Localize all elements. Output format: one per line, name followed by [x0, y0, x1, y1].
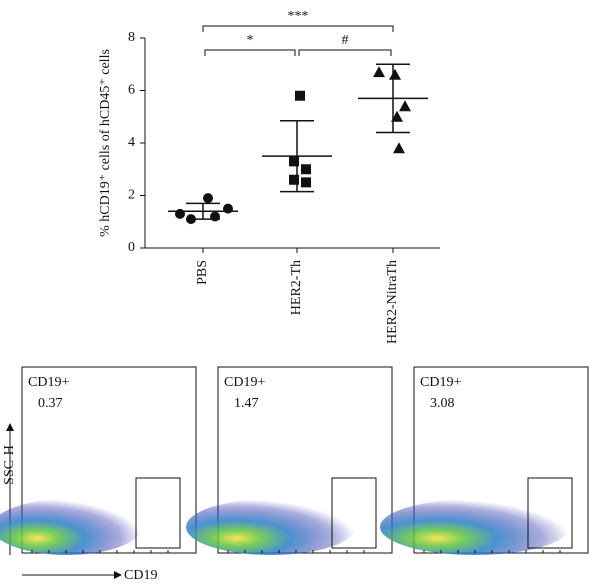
- dot: [393, 142, 405, 154]
- gate: [331, 477, 377, 549]
- dot: [223, 203, 233, 214]
- y-tick-label: 0: [128, 240, 135, 255]
- significance-label: *: [247, 33, 254, 48]
- dot: [289, 156, 299, 167]
- gate-label: CD19+: [224, 375, 265, 390]
- gate: [135, 477, 181, 549]
- density-cloud: [0, 499, 142, 555]
- dot: [389, 68, 401, 80]
- gate-label: CD19+: [28, 375, 69, 390]
- dot: [373, 66, 385, 78]
- dot: [203, 193, 213, 204]
- flow-x-label: CD19: [124, 568, 157, 583]
- y-axis-label: % hCD19⁺ cells of hCD45⁺ cells: [98, 49, 113, 237]
- gate: [527, 477, 573, 549]
- significance-label: ***: [288, 9, 309, 24]
- density-cloud: [186, 499, 356, 555]
- dot: [175, 208, 185, 219]
- significance-bracket: [202, 25, 394, 32]
- x-tick-label: HER2-Th: [289, 260, 304, 315]
- dot: [301, 177, 311, 188]
- significance-bracket: [298, 49, 392, 56]
- gate-value: 0.37: [38, 396, 63, 411]
- y-tick-label: 6: [128, 83, 135, 98]
- y-tick-label: 4: [128, 135, 135, 150]
- y-tick-label: 8: [128, 30, 135, 45]
- dot: [391, 110, 403, 122]
- gate-value: 3.08: [430, 396, 455, 411]
- dot: [295, 90, 305, 101]
- dot: [186, 214, 196, 225]
- x-tick-label: PBS: [195, 260, 210, 285]
- gate-value: 1.47: [234, 396, 259, 411]
- x-tick-label: HER2-NitraTh: [385, 260, 400, 344]
- dot: [289, 174, 299, 185]
- y-tick-label: 2: [128, 188, 135, 203]
- density-cloud: [380, 499, 570, 555]
- dot: [399, 100, 411, 112]
- gate-label: CD19+: [420, 375, 461, 390]
- dot: [301, 164, 311, 175]
- dot: [210, 211, 220, 222]
- significance-bracket: [204, 49, 296, 56]
- significance-label: #: [342, 33, 349, 48]
